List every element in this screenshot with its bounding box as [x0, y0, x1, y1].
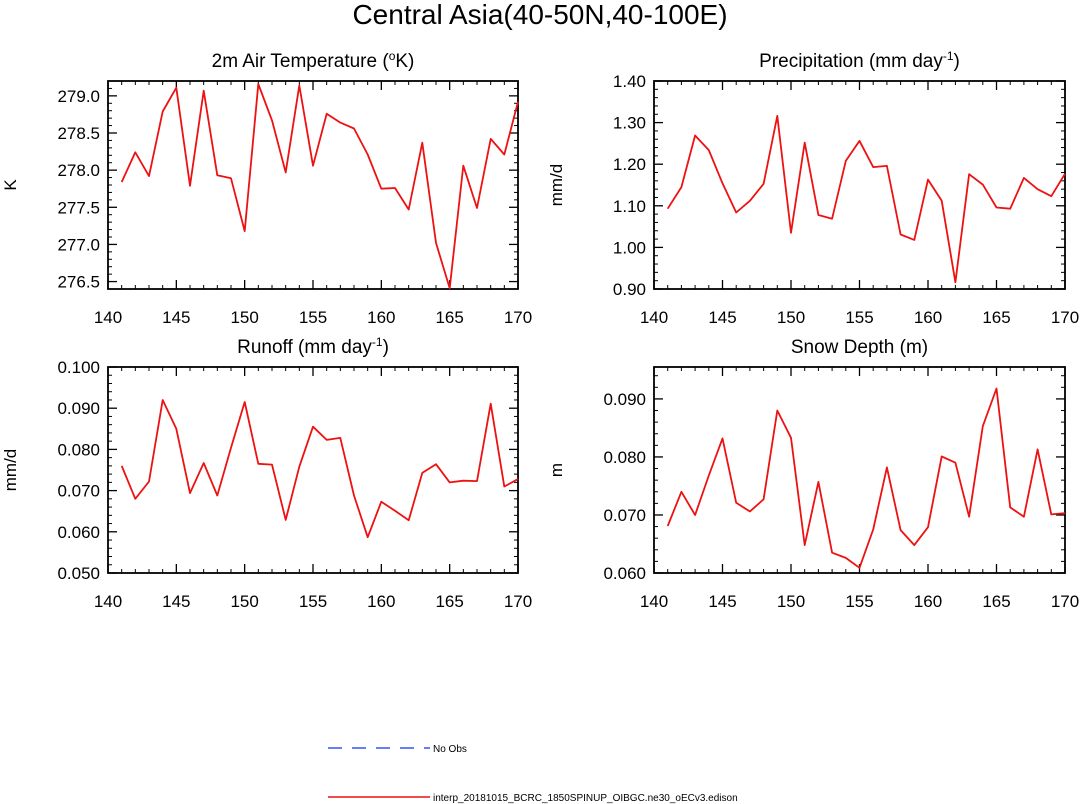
y-tick-label: 1.10: [613, 197, 646, 216]
y-tick-label: 1.20: [613, 155, 646, 174]
x-tick-label: 160: [914, 592, 942, 611]
y-tick-label: 0.090: [57, 399, 100, 418]
y-tick-label: 0.060: [603, 564, 646, 583]
y-tick-label: 276.5: [57, 273, 100, 292]
y-axis-label-precipitation: mm/d: [547, 164, 566, 207]
x-tick-label: 140: [94, 308, 122, 327]
plot-frame-temperature: [107, 80, 519, 290]
y-axis-label-snow-depth: m: [547, 463, 566, 477]
x-tick-label: 165: [982, 592, 1010, 611]
panel-title-temperature: 2m Air Temperature (oK): [212, 49, 415, 72]
x-tick-label: 170: [504, 592, 532, 611]
panel-title-precipitation: Precipitation (mm day-1): [759, 49, 960, 72]
y-axis-label-temperature: K: [1, 179, 20, 191]
x-tick-label: 140: [94, 592, 122, 611]
panel-runoff: 140 145 150 155 160 165 170 0.050 0.060 0.070 0.08…: [1, 335, 532, 611]
y-axis-label-runoff: mm/d: [1, 449, 20, 492]
x-tick-label: 150: [230, 592, 258, 611]
x-tick-label: 145: [162, 592, 190, 611]
y-tick-label: 278.5: [57, 124, 100, 143]
x-tick-label: 170: [1051, 308, 1079, 327]
x-tick-label: 155: [845, 592, 873, 611]
y-tick-label: 1.40: [613, 72, 646, 91]
series-line-snow-depth: [666, 387, 1066, 569]
figure-title: Central Asia(40-50N,40-100E): [352, 0, 727, 30]
x-tick-label: 160: [367, 308, 395, 327]
legend: No Obs interp_20181015_BCRC_1850SPINUP_O…: [328, 744, 738, 804]
x-tick-label: 160: [367, 592, 395, 611]
y-tick-label: 0.080: [57, 440, 100, 459]
y-tick-label: 277.0: [57, 235, 100, 254]
x-tick-label: 165: [435, 592, 463, 611]
y-tick-label: 278.0: [57, 161, 100, 180]
x-tick-label: 165: [435, 308, 463, 327]
panel-temperature: 140 145 150 155 160 165 170 276.5 277.0 277.5 278.…: [1, 49, 532, 327]
x-tick-label: 145: [708, 308, 736, 327]
y-tick-label: 0.090: [603, 390, 646, 409]
y-tick-label: 0.060: [57, 523, 100, 542]
panel-snow-depth: 140 145 150 155 160 165 170 0.060 0.070 0.080 0.09…: [547, 337, 1079, 611]
y-tick-label: 277.5: [57, 198, 100, 217]
panel-title-snow-depth: Snow Depth (m): [791, 337, 928, 358]
x-tick-label: 150: [777, 308, 805, 327]
panel-precipitation: 140 145 150 155 160 165 170 0.90 1.00 1.10 1.20 1.3…: [547, 49, 1079, 327]
series-line-temperature: [120, 83, 519, 290]
y-tick-label: 1.30: [613, 114, 646, 133]
series-line-precipitation: [666, 115, 1066, 284]
x-tick-label: 140: [640, 592, 668, 611]
plot-frame-snow-depth: [653, 366, 1066, 574]
y-tick-label: 0.050: [57, 564, 100, 583]
series-line-runoff: [120, 399, 519, 539]
x-tick-label: 170: [504, 308, 532, 327]
x-tick-label: 140: [640, 308, 668, 327]
x-tick-label: 155: [299, 308, 327, 327]
y-tick-label: 0.070: [57, 482, 100, 501]
legend-label-no-obs: No Obs: [433, 744, 467, 755]
x-tick-label: 150: [777, 592, 805, 611]
x-tick-label: 145: [708, 592, 736, 611]
x-tick-label: 155: [845, 308, 873, 327]
x-tick-label: 165: [982, 308, 1010, 327]
y-tick-label: 0.070: [603, 506, 646, 525]
y-tick-label: 0.90: [613, 280, 646, 299]
y-tick-label: 279.0: [57, 87, 100, 106]
x-tick-label: 145: [162, 308, 190, 327]
x-tick-label: 170: [1051, 592, 1079, 611]
y-tick-label: 1.00: [613, 238, 646, 257]
plot-frame-runoff: [107, 366, 519, 574]
y-tick-label: 0.100: [57, 358, 100, 377]
panel-title-runoff: Runoff (mm day-1): [237, 335, 389, 358]
legend-label-model: interp_20181015_BCRC_1850SPINUP_OIBGC.ne…: [433, 793, 738, 804]
plot-frame-precipitation: [653, 80, 1066, 290]
x-tick-label: 160: [914, 308, 942, 327]
x-tick-label: 155: [299, 592, 327, 611]
y-tick-label: 0.080: [603, 448, 646, 467]
x-tick-label: 150: [230, 308, 258, 327]
